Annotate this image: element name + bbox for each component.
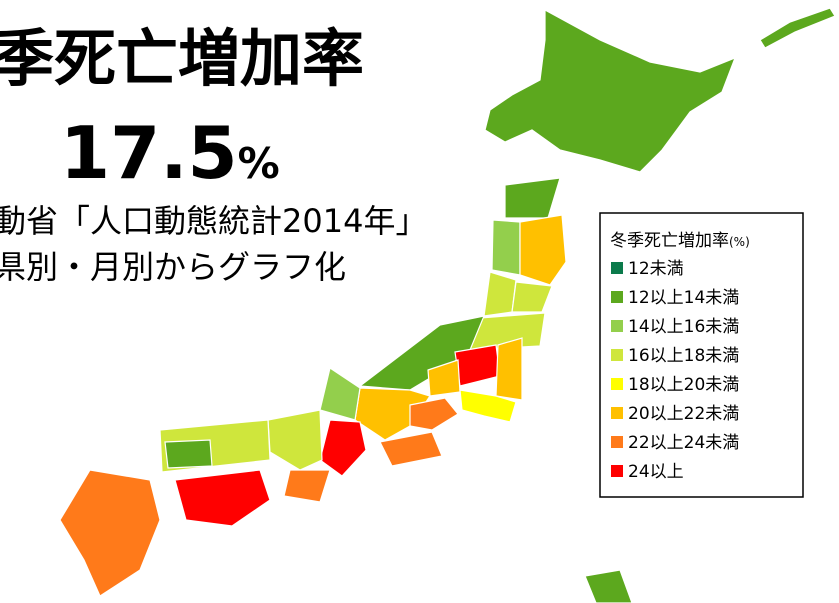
legend-label: 24以上 bbox=[628, 462, 684, 482]
legend-swatch bbox=[611, 291, 623, 303]
legend-label: 12未満 bbox=[628, 259, 684, 279]
shizuoka bbox=[379, 431, 443, 467]
kansai bbox=[267, 409, 323, 471]
legend-swatch bbox=[611, 436, 623, 448]
legend-swatch bbox=[611, 262, 623, 274]
akita bbox=[491, 219, 521, 276]
subtitle-line: 動省「人口動態統計2014年」 bbox=[0, 202, 427, 240]
kii bbox=[283, 469, 331, 503]
legend-label: 20以上22未満 bbox=[628, 404, 739, 424]
tochigi bbox=[454, 344, 501, 387]
legend-swatch bbox=[611, 349, 623, 361]
legend: 冬季死亡増加率(%) 12未満 12以上14未満 14以上16未満 16以上18未満 1… bbox=[599, 212, 804, 498]
kanto bbox=[459, 389, 517, 423]
legend-label: 22以上24未満 bbox=[628, 433, 739, 453]
legend-label: 16以上18未満 bbox=[628, 346, 739, 366]
yamanashi bbox=[409, 397, 459, 431]
hokkaido bbox=[484, 8, 737, 173]
okinawa bbox=[584, 569, 633, 603]
ibaraki bbox=[495, 337, 523, 401]
legend-swatch bbox=[611, 407, 623, 419]
legend-box bbox=[599, 212, 804, 498]
legend-title: 冬季死亡増加率(%) bbox=[610, 231, 750, 251]
japan-map bbox=[59, 7, 836, 603]
aichi-mie bbox=[319, 419, 367, 477]
yamagata bbox=[483, 271, 517, 317]
kuril-islands bbox=[759, 7, 836, 49]
legend-label: 14以上16未満 bbox=[628, 317, 739, 337]
subtitle-line: 県別・月別からグラフ化 bbox=[0, 248, 346, 286]
iwate bbox=[519, 214, 567, 286]
legend-swatch bbox=[611, 465, 623, 477]
legend-swatch bbox=[611, 378, 623, 390]
miyagi bbox=[511, 281, 553, 313]
title: 季死亡増加率 bbox=[0, 22, 364, 95]
shikoku bbox=[174, 469, 271, 527]
legend-label: 18以上20未満 bbox=[628, 375, 739, 395]
hokuriku bbox=[319, 367, 361, 421]
kyushu bbox=[59, 469, 161, 597]
aomori bbox=[504, 177, 561, 219]
legend-label: 12以上14未満 bbox=[628, 288, 739, 308]
chugoku-west bbox=[164, 439, 213, 469]
headline: 17.5% bbox=[60, 111, 280, 195]
legend-swatch bbox=[611, 320, 623, 332]
